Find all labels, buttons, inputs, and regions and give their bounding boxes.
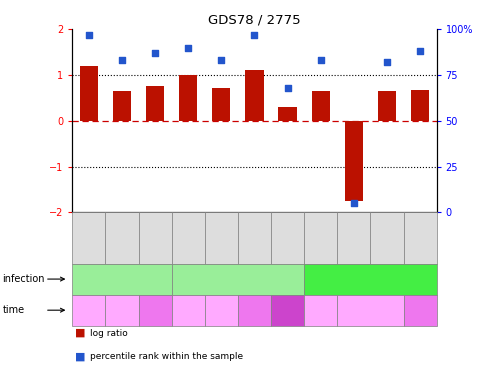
- Text: GSM1799: GSM1799: [251, 226, 257, 260]
- Text: ■: ■: [75, 328, 85, 338]
- Text: 4
hour: 4 hour: [279, 300, 296, 320]
- Text: GSM1797: GSM1797: [318, 226, 324, 260]
- Text: GSM1792: GSM1792: [284, 226, 290, 260]
- Point: [151, 50, 159, 56]
- Point: [118, 57, 126, 63]
- Text: time: time: [2, 305, 24, 315]
- Text: 1 hour: 1 hour: [308, 306, 333, 315]
- Text: 3
hour: 3 hour: [411, 300, 429, 320]
- Text: GSM1794: GSM1794: [119, 226, 125, 260]
- Text: 2
hour: 2 hour: [213, 300, 230, 320]
- Bar: [80, 66, 98, 121]
- Text: GSM1795: GSM1795: [219, 226, 225, 260]
- Text: GSM1793: GSM1793: [384, 226, 390, 260]
- Point: [416, 48, 424, 54]
- Point: [85, 32, 93, 38]
- Text: phoP mutant: phoP mutant: [93, 274, 151, 284]
- Text: 2
hour: 2 hour: [113, 300, 131, 320]
- Text: infection: infection: [2, 274, 45, 284]
- Bar: [378, 91, 396, 121]
- Point: [350, 200, 358, 206]
- Bar: [311, 91, 330, 121]
- Bar: [246, 71, 263, 121]
- Text: wildtype: wildtype: [351, 274, 390, 284]
- Text: 3
hour: 3 hour: [246, 300, 263, 320]
- Text: GSM1801: GSM1801: [152, 226, 158, 260]
- Text: 1 hour: 1 hour: [176, 306, 201, 315]
- Text: log ratio: log ratio: [90, 329, 128, 337]
- Point: [383, 59, 391, 65]
- Point: [184, 45, 192, 51]
- Text: 1 hour: 1 hour: [76, 306, 101, 315]
- Bar: [411, 90, 429, 121]
- Point: [218, 57, 226, 63]
- Text: mock: mock: [226, 274, 250, 284]
- Point: [250, 32, 258, 38]
- Text: GSM1800: GSM1800: [417, 226, 423, 260]
- Point: [283, 85, 291, 91]
- Text: ■: ■: [75, 352, 85, 362]
- Bar: [146, 86, 164, 121]
- Bar: [278, 107, 297, 121]
- Bar: [113, 91, 131, 121]
- Bar: [345, 121, 363, 201]
- Text: GSM1791: GSM1791: [351, 226, 357, 260]
- Text: GSM1796: GSM1796: [185, 226, 191, 260]
- Bar: [212, 88, 231, 121]
- Text: 3
hour: 3 hour: [146, 300, 164, 320]
- Text: 2 hour: 2 hour: [358, 306, 383, 315]
- Title: GDS78 / 2775: GDS78 / 2775: [208, 14, 301, 27]
- Point: [317, 57, 325, 63]
- Bar: [179, 75, 198, 121]
- Text: percentile rank within the sample: percentile rank within the sample: [90, 352, 243, 361]
- Text: GSM1798: GSM1798: [86, 226, 92, 260]
